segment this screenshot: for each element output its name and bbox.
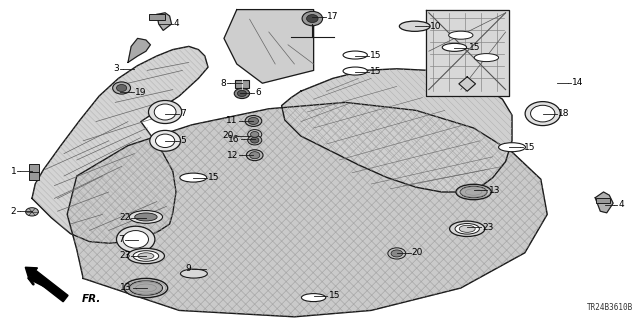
Text: 15: 15 [370,52,381,60]
Ellipse shape [391,250,403,257]
Ellipse shape [399,21,430,31]
Text: 17: 17 [327,12,339,21]
Ellipse shape [26,208,38,216]
Text: 22: 22 [119,213,131,222]
Text: 15: 15 [524,143,535,152]
Ellipse shape [113,82,131,94]
Polygon shape [595,192,613,213]
Ellipse shape [116,84,127,92]
Polygon shape [282,69,512,192]
Text: 3: 3 [113,64,119,73]
Ellipse shape [234,88,250,99]
Text: 23: 23 [119,252,131,260]
FancyArrow shape [26,267,68,302]
Ellipse shape [248,135,262,145]
Text: TR24B3610B: TR24B3610B [588,303,634,312]
Text: 18: 18 [557,109,569,118]
Ellipse shape [150,131,180,151]
Text: 14: 14 [572,78,583,87]
Text: 19: 19 [135,88,147,97]
Polygon shape [426,10,509,96]
Ellipse shape [180,269,207,278]
Text: 9: 9 [186,264,191,273]
Ellipse shape [138,253,154,259]
Ellipse shape [127,248,164,264]
Ellipse shape [449,221,485,236]
Text: 13: 13 [120,284,132,292]
Text: 1: 1 [11,167,17,176]
Polygon shape [224,10,314,83]
Text: 5: 5 [180,136,186,145]
Ellipse shape [251,132,259,137]
FancyBboxPatch shape [596,198,610,203]
Text: 11: 11 [227,116,238,125]
Ellipse shape [154,104,176,120]
FancyBboxPatch shape [29,164,39,172]
Text: 23: 23 [482,223,493,232]
Ellipse shape [246,150,263,161]
Ellipse shape [343,67,367,75]
Text: 15: 15 [328,292,340,300]
Ellipse shape [456,184,492,200]
Ellipse shape [248,130,262,139]
Text: 15: 15 [469,44,481,52]
Ellipse shape [116,226,155,252]
FancyBboxPatch shape [148,14,165,20]
Ellipse shape [460,225,476,232]
Text: 4: 4 [173,20,179,28]
Ellipse shape [129,211,163,223]
Text: FR.: FR. [82,294,101,304]
Text: 4: 4 [618,200,624,209]
Text: 15: 15 [370,68,381,76]
Text: 12: 12 [227,151,238,160]
Ellipse shape [180,173,207,182]
Text: 7: 7 [118,236,124,244]
Ellipse shape [442,43,467,51]
Ellipse shape [135,213,157,221]
Text: 20: 20 [412,248,423,257]
Ellipse shape [251,137,259,143]
Ellipse shape [248,117,259,124]
Ellipse shape [474,53,499,61]
Text: 10: 10 [429,22,441,31]
Ellipse shape [245,116,262,126]
Ellipse shape [123,230,148,248]
Text: 16: 16 [228,135,240,144]
Text: 20: 20 [223,132,234,140]
Text: 7: 7 [180,109,186,118]
Polygon shape [459,77,476,91]
Ellipse shape [133,251,159,261]
Ellipse shape [302,11,323,26]
Ellipse shape [531,105,555,122]
Ellipse shape [237,90,246,96]
Ellipse shape [124,278,168,298]
Text: 2: 2 [11,207,17,216]
Ellipse shape [301,294,326,302]
Polygon shape [32,46,208,243]
Ellipse shape [525,101,561,125]
Ellipse shape [129,281,163,295]
Text: 6: 6 [255,88,260,97]
Ellipse shape [388,248,406,259]
Text: 13: 13 [488,186,500,195]
FancyBboxPatch shape [29,172,39,180]
Ellipse shape [343,51,367,59]
Ellipse shape [460,186,487,198]
Polygon shape [67,102,547,317]
FancyBboxPatch shape [235,80,249,88]
Text: 8: 8 [221,79,227,88]
Polygon shape [128,38,150,62]
Ellipse shape [449,31,473,39]
Ellipse shape [499,143,525,152]
Polygon shape [157,13,172,30]
Ellipse shape [250,152,260,159]
Text: 15: 15 [208,173,220,182]
Ellipse shape [148,100,182,124]
Ellipse shape [455,223,479,234]
Ellipse shape [156,134,175,148]
Ellipse shape [307,14,318,22]
